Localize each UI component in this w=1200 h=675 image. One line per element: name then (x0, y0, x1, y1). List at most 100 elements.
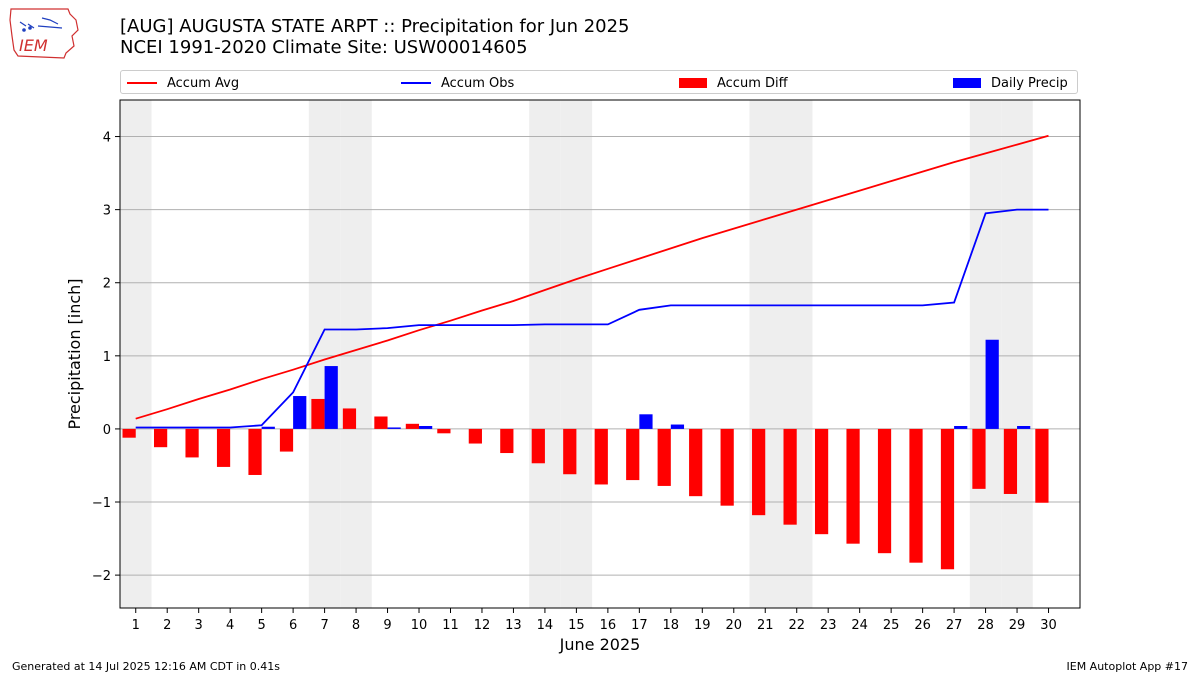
x-tick-label: 24 (851, 618, 868, 633)
svg-text:IEM: IEM (19, 36, 48, 55)
accum-diff-bar (153, 428, 168, 448)
x-tick-label: 23 (820, 618, 837, 633)
y-tick-label: 3 (103, 204, 111, 219)
accum-diff-bar (657, 428, 671, 486)
accum-diff-bar (814, 428, 829, 535)
weekend-shading (560, 100, 593, 608)
accum-diff-bar (752, 428, 766, 516)
iem-logo: IEM (8, 6, 80, 60)
accum-obs-line (135, 208, 1049, 429)
x-tick-label: 25 (883, 618, 900, 633)
legend-label: Daily Precip (991, 75, 1068, 91)
legend-item-accum-diff: Accum Diff (679, 74, 788, 92)
x-tick-label: 10 (411, 618, 428, 633)
accum-diff-bar (468, 428, 482, 444)
accum-diff-bar (500, 428, 514, 454)
weekend-shading (749, 100, 781, 608)
y-tick-label: 0 (103, 423, 111, 438)
accum-diff-bar (279, 428, 294, 452)
y-axis-label: Precipitation [inch] (65, 278, 84, 429)
x-tick-label: 5 (257, 618, 265, 633)
x-tick-label: 27 (946, 618, 963, 633)
daily-precip-bar (670, 424, 685, 429)
x-tick-label: 18 (663, 618, 680, 633)
daily-precip-bar (1017, 425, 1031, 429)
x-tick-label: 6 (289, 618, 297, 633)
daily-precip-bar (293, 396, 307, 429)
x-tick-label: 4 (226, 618, 234, 633)
accum-diff-bar (185, 428, 199, 458)
x-tick-label: 28 (977, 618, 994, 633)
x-tick-label: 16 (600, 618, 617, 633)
x-tick-label: 22 (788, 618, 805, 633)
daily-precip-bar (387, 427, 401, 429)
legend-swatch (679, 78, 707, 88)
iowa-map-icon: IEM (9, 8, 79, 59)
daily-precip-bar (324, 366, 338, 429)
accum-diff-bar (877, 428, 892, 554)
x-tick-label: 7 (320, 618, 328, 633)
accum-diff-bar (940, 428, 955, 570)
x-axis-label: June 2025 (559, 635, 641, 654)
x-tick-label: 17 (631, 618, 648, 633)
accum-avg-line (135, 134, 1049, 420)
accum-diff-bar (594, 428, 608, 485)
daily-precip-bar (639, 414, 653, 429)
weekend-shading (780, 100, 813, 608)
y-tick-label: 2 (103, 277, 111, 292)
x-tick-label: 15 (568, 618, 585, 633)
x-tick-label: 12 (474, 618, 491, 633)
chart-title: [AUG] AUGUSTA STATE ARPT :: Precipitatio… (120, 16, 630, 37)
plot-frame (119, 99, 1081, 609)
weekend-shading (120, 100, 152, 608)
accum-diff-bar (122, 428, 136, 438)
x-tick-label: 3 (195, 618, 203, 633)
x-tick-label: 2 (163, 618, 171, 633)
accum-diff-bar (531, 428, 545, 464)
accum-diff-bar (405, 423, 420, 429)
y-tick-label: 4 (103, 131, 111, 146)
weekend-shading (308, 100, 341, 608)
accum-diff-bar (972, 428, 986, 489)
legend-item-accum-avg: Accum Avg (127, 74, 239, 92)
weekend-shading (529, 100, 561, 608)
x-tick-label: 20 (725, 618, 742, 633)
y-tick-label: −1 (92, 496, 111, 511)
legend-label: Accum Obs (441, 75, 515, 91)
accum-diff-bar (720, 428, 734, 506)
legend-item-daily-precip: Daily Precip (953, 74, 1068, 92)
x-tick-label: 30 (1040, 618, 1057, 633)
accum-diff-bar (311, 398, 325, 429)
accum-diff-bar (626, 428, 640, 481)
chart-legend: Accum Avg Accum Obs Accum Diff Daily Pre… (120, 70, 1078, 94)
legend-label: Accum Avg (167, 75, 240, 91)
daily-precip-bar (954, 425, 968, 429)
chart-subtitle: NCEI 1991-2020 Climate Site: USW00014605 (120, 37, 528, 58)
y-tick-label: 1 (103, 350, 111, 365)
accum-diff-bar (342, 408, 357, 429)
x-tick-label: 21 (757, 618, 774, 633)
legend-item-accum-obs: Accum Obs (401, 74, 514, 92)
accum-diff-bar (216, 428, 231, 467)
app-id-label: IEM Autoplot App #17 (1066, 660, 1189, 673)
x-tick-label: 26 (914, 618, 931, 633)
x-tick-label: 9 (383, 618, 391, 633)
x-tick-label: 13 (505, 618, 522, 633)
daily-precip-bar (985, 339, 999, 429)
x-tick-label: 8 (352, 618, 360, 633)
accum-diff-bar (909, 428, 923, 563)
daily-precip-bar (261, 426, 275, 429)
y-tick-label: −2 (92, 569, 111, 584)
generated-timestamp: Generated at 14 Jul 2025 12:16 AM CDT in… (12, 660, 280, 673)
accum-diff-bar (563, 428, 577, 475)
accum-diff-bar (1035, 428, 1049, 503)
accum-diff-bar (846, 428, 860, 544)
accum-diff-bar (1003, 428, 1018, 494)
x-tick-label: 11 (442, 618, 459, 633)
x-tick-label: 1 (132, 618, 140, 633)
weekend-shading (1001, 100, 1033, 608)
x-tick-label: 19 (694, 618, 711, 633)
accum-diff-bar (374, 416, 388, 429)
accum-diff-bar (689, 428, 703, 497)
